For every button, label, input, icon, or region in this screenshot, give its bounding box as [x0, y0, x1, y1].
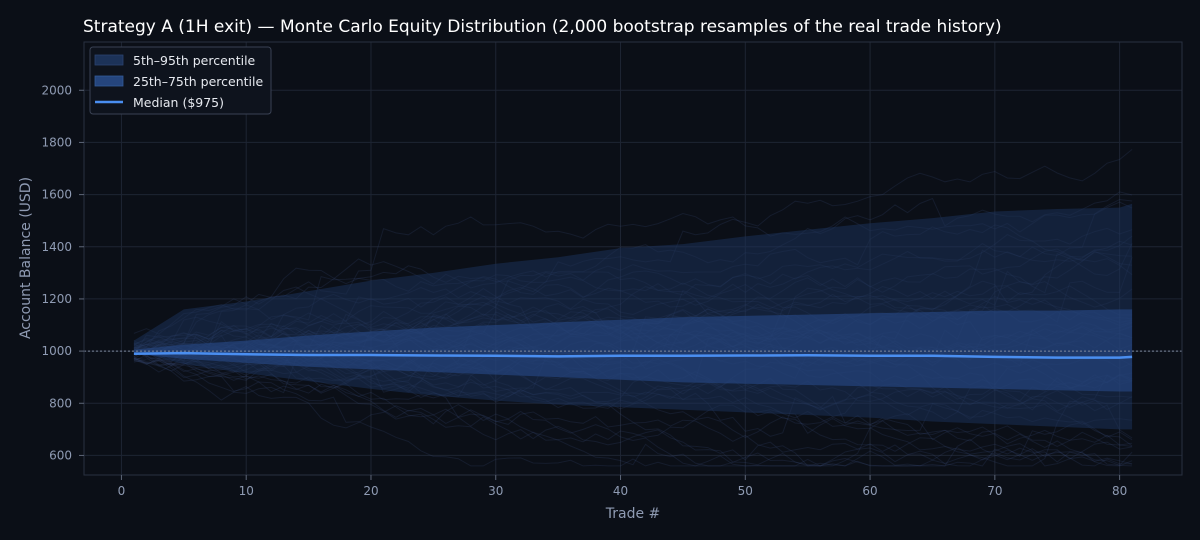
sample-path — [133, 346, 1133, 467]
legend-box — [89, 46, 272, 115]
y-tick-label: 1000 — [41, 344, 72, 358]
x-axis-label: Trade # — [605, 506, 661, 522]
plot-border — [83, 41, 1183, 476]
y-tick-label: 1400 — [41, 240, 72, 254]
chart-title: Strategy A (1H exit) — Monte Carlo Equit… — [83, 17, 1002, 37]
x-tick-label: 40 — [613, 484, 628, 498]
y-axis-label: Account Balance (USD) — [18, 177, 34, 339]
y-axis-ticks: 600 800 1000 1200 1400 1600 1800 2000 — [41, 83, 84, 462]
legend-swatch-inner-band — [94, 75, 124, 87]
y-tick-label: 1600 — [41, 188, 72, 202]
legend-label-inner-band: 25th–75th percentile — [133, 74, 264, 89]
legend: 5th–95th percentile 25th–75th percentile… — [89, 46, 272, 115]
x-tick-label: 10 — [239, 484, 254, 498]
x-tick-label: 50 — [738, 484, 753, 498]
percentile-bands — [133, 203, 1133, 430]
median-layer — [133, 351, 1133, 359]
x-tick-label: 70 — [987, 484, 1002, 498]
plot-area — [83, 41, 1183, 476]
y-tick-label: 1200 — [41, 292, 72, 306]
x-axis-ticks: 0 10 20 30 40 50 60 70 80 — [118, 475, 1127, 498]
x-tick-label: 0 — [118, 484, 126, 498]
sample-path — [133, 360, 1133, 467]
x-tick-label: 60 — [862, 484, 877, 498]
band-25-75 — [133, 309, 1133, 392]
x-tick-label: 30 — [488, 484, 503, 498]
x-tick-label: 20 — [363, 484, 378, 498]
y-tick-label: 800 — [49, 396, 72, 410]
legend-label-outer-band: 5th–95th percentile — [133, 53, 256, 68]
sample-path — [133, 346, 1133, 467]
legend-label-median: Median ($975) — [133, 95, 224, 110]
x-tick-label: 80 — [1112, 484, 1127, 498]
y-tick-label: 2000 — [41, 83, 72, 97]
median-line — [133, 351, 1133, 359]
legend-swatch-outer-band — [94, 54, 124, 66]
y-tick-label: 1800 — [41, 135, 72, 149]
y-tick-label: 600 — [49, 448, 72, 462]
